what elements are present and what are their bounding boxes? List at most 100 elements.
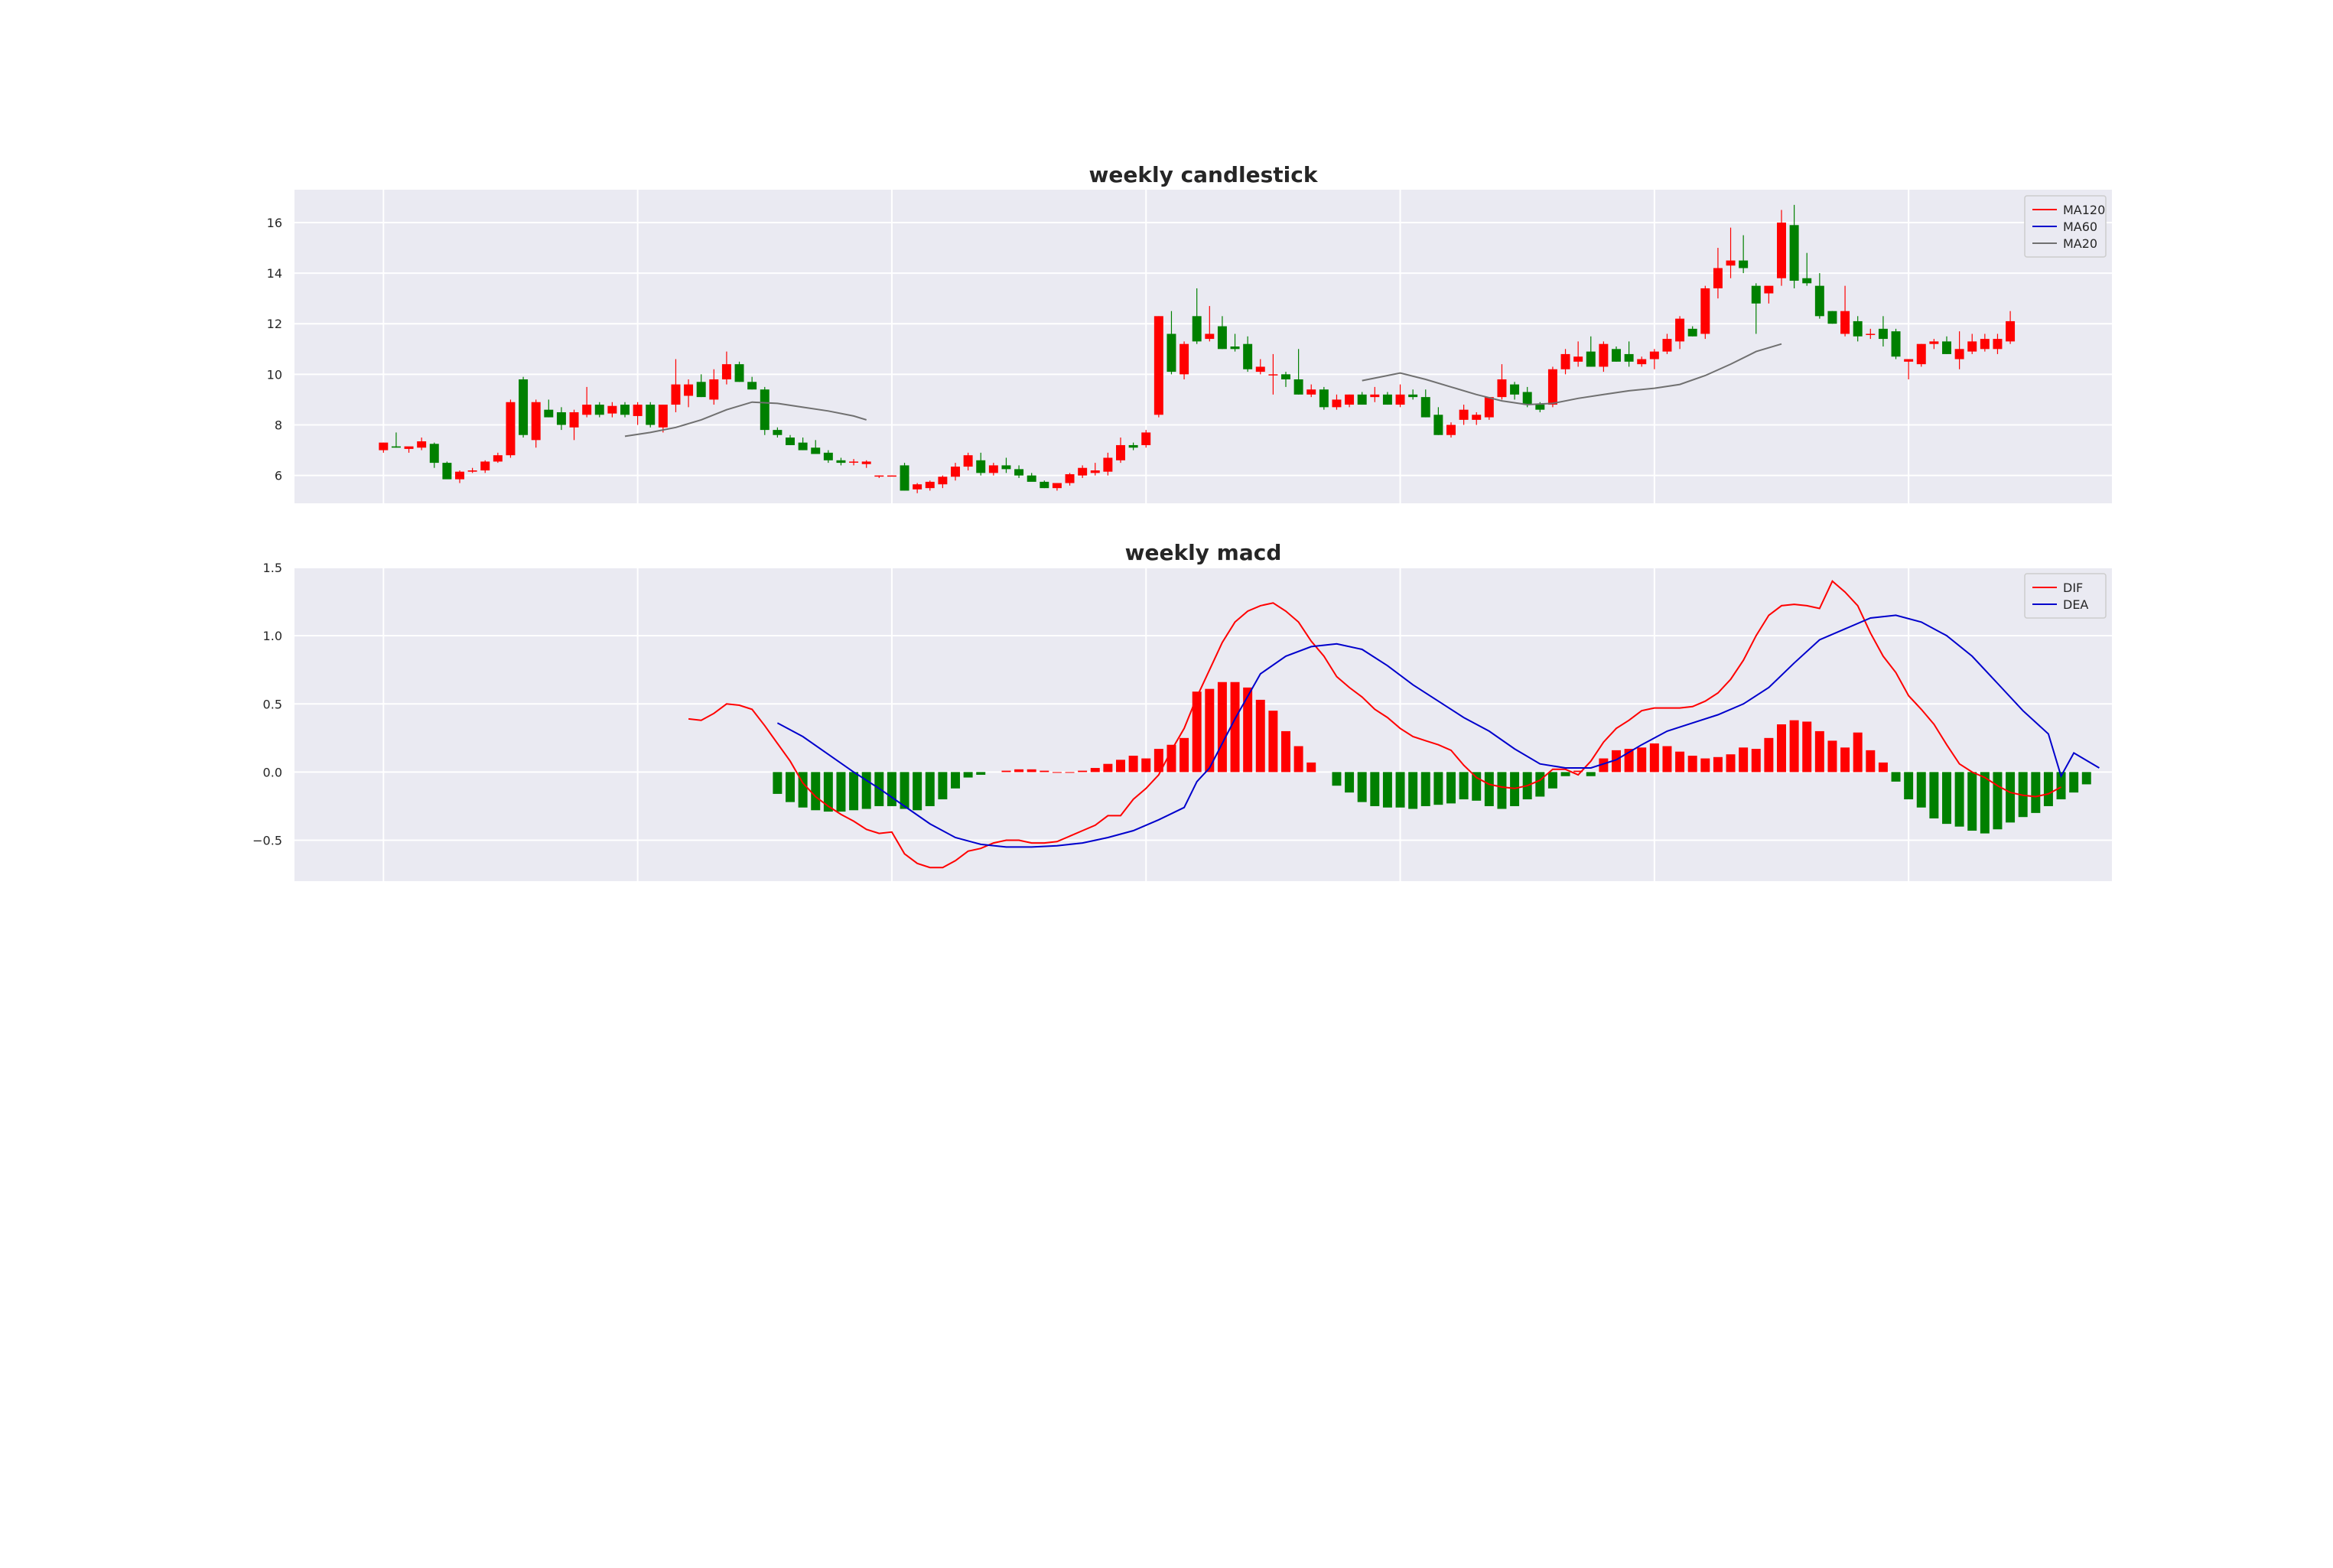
macd-histogram-bar [1128, 756, 1138, 773]
candle-body [556, 412, 566, 425]
candle-body [1980, 339, 1990, 350]
macd-histogram-bar [1853, 732, 1863, 773]
candle-body [696, 382, 706, 398]
ma20-line [1362, 343, 1782, 406]
candle-body [786, 438, 795, 445]
candle-body [1942, 341, 1951, 354]
candle-body [1052, 483, 1062, 489]
macd-histogram-bar [900, 772, 909, 809]
candle-body [1014, 469, 1024, 476]
candle-body [633, 405, 643, 416]
macd-histogram-bar [1891, 772, 1901, 782]
candle-body [1180, 343, 1189, 375]
candle-body [963, 455, 973, 467]
macd-histogram-bar [1904, 772, 1914, 800]
macd-histogram-bar [1929, 772, 1939, 818]
candle-body [874, 475, 884, 477]
candlestick-legend: MA120 MA60 MA20 [2024, 195, 2107, 258]
macd-plot-area [294, 568, 2112, 881]
candle-body [480, 461, 490, 471]
candle-body [519, 379, 529, 435]
candle-body [1510, 384, 1520, 395]
candle-body [2006, 320, 2016, 342]
macd-histogram-bar [2056, 772, 2066, 800]
macd-histogram-bar [1433, 772, 1443, 805]
macd-histogram-bar [1065, 772, 1075, 773]
macd-y-tick-label: 0.5 [263, 697, 282, 711]
macd-histogram-bar [913, 772, 922, 811]
candle-body [1408, 394, 1418, 398]
candle-body [1103, 457, 1113, 472]
candle-body [1586, 351, 1596, 367]
candlestick-marks [379, 204, 2016, 493]
dea-line [776, 614, 2100, 848]
candle-body [1599, 343, 1609, 367]
macd-histogram-bar [1789, 720, 1799, 773]
candle-body [1662, 339, 1672, 352]
macd-histogram-bar [1764, 737, 1774, 773]
candle-body [1700, 288, 1710, 334]
macd-histogram-bar [925, 772, 935, 806]
macd-histogram-bar [1687, 756, 1697, 773]
candle-body [1243, 343, 1253, 369]
candle-body [1612, 349, 1621, 362]
macd-histogram-bar [1700, 758, 1710, 773]
macd-histogram-bar [861, 772, 871, 809]
candle-body [1713, 268, 1723, 288]
macd-legend-box [2024, 573, 2107, 619]
macd-histogram-bar [1281, 730, 1290, 773]
candle-body [1255, 366, 1265, 372]
candle-body [1192, 316, 1202, 342]
candle-body [658, 405, 668, 428]
candlestick-grid [294, 190, 2112, 503]
candle-body [1764, 285, 1774, 294]
candle-body [1840, 311, 1850, 334]
candle-body [1027, 475, 1036, 482]
macd-histogram-bar [1166, 744, 1176, 773]
macd-histogram-bar [1268, 711, 1278, 773]
candle-body [607, 405, 617, 414]
candle-body [493, 455, 503, 462]
macd-histogram [773, 682, 2091, 834]
candle-body [1065, 473, 1075, 483]
macd-y-tick-label: 1.5 [263, 561, 282, 575]
macd-histogram-bar [1993, 772, 2003, 830]
macd-histogram-bar [1205, 688, 1215, 773]
candle-body [1916, 343, 1926, 365]
macd-histogram-bar [1560, 772, 1570, 776]
macd-histogram-bar [1713, 756, 1723, 773]
macd-histogram-bar [1090, 768, 1100, 773]
macd-histogram-bar [1141, 758, 1151, 773]
candle-body [1357, 394, 1367, 405]
macd-histogram-bar [1014, 769, 1024, 773]
macd-histogram-bar [811, 772, 821, 811]
macd-histogram-bar [976, 772, 986, 775]
candle-body [1472, 415, 1482, 420]
moving-average-lines [624, 343, 1782, 438]
candle-body [1751, 285, 1761, 304]
macd-histogram-bar [1255, 699, 1265, 773]
candle-body [404, 446, 414, 449]
candle-body [531, 402, 541, 441]
candle-body [1954, 349, 1964, 359]
macd-histogram-bar [2069, 772, 2079, 793]
candle-body [823, 452, 833, 460]
macd-histogram-bar [2081, 772, 2091, 785]
macd-histogram-bar [1217, 682, 1227, 773]
candle-body [1866, 333, 1876, 335]
candle-body [544, 409, 554, 418]
candle-body [1547, 369, 1557, 405]
macd-histogram-bar [1573, 770, 1583, 773]
candle-body [1739, 260, 1749, 268]
candle-body [1535, 405, 1545, 410]
macd-lines [688, 580, 2100, 869]
candle-body [988, 465, 998, 473]
candlestick-plot-area [294, 190, 2112, 503]
candle-y-tick-label: 16 [267, 216, 282, 230]
candle-body [417, 441, 427, 448]
macd-histogram-bar [1942, 772, 1951, 825]
candle-body [1306, 389, 1316, 395]
candle-legend-label: MA60 [2063, 220, 2097, 234]
macd-y-ticks: −0.5 0.0 0.5 1.0 1.5 [252, 561, 282, 848]
